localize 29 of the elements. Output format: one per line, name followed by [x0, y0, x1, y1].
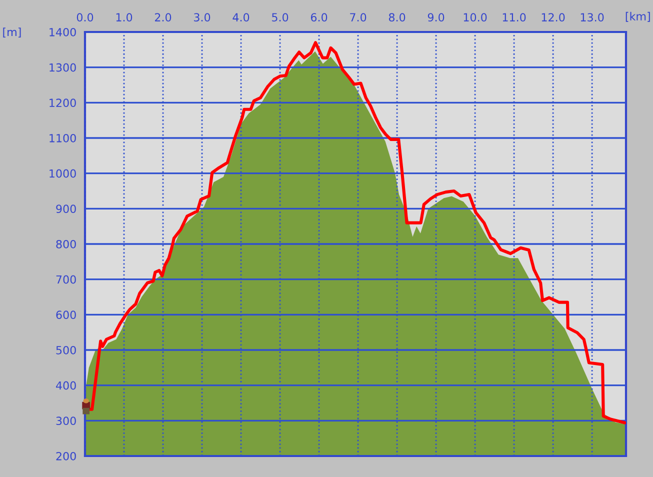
- y-tick-label: 1300: [50, 63, 76, 72]
- x-tick-label: 10.0: [464, 13, 487, 22]
- y-tick-label: 1200: [50, 98, 76, 108]
- x-tick-label: 2.0: [154, 13, 172, 22]
- x-tick-label: 6.0: [310, 13, 328, 22]
- y-tick-label: 200: [56, 452, 76, 460]
- y-tick-label: 900: [56, 204, 76, 214]
- x-tick-label: 8.0: [388, 13, 406, 22]
- x-tick-label: 12.0: [542, 13, 565, 22]
- y-tick-label: 700: [56, 275, 76, 284]
- x-tick-label: 7.0: [350, 13, 366, 22]
- y-tick-label: 800: [56, 240, 76, 248]
- x-tick-label: 5.0: [272, 13, 288, 22]
- y-tick-label: 1100: [50, 134, 76, 142]
- y-tick-label: 400: [56, 381, 76, 390]
- y-axis-title: [m]: [3, 28, 21, 38]
- x-tick-label: 0.0: [76, 13, 94, 22]
- x-tick-label: 3.0: [194, 13, 210, 22]
- y-tick-label: 1400: [50, 28, 76, 36]
- x-tick-label: 1.0: [116, 13, 132, 22]
- y-tick-label: 1000: [50, 169, 76, 178]
- y-tick-label: 500: [56, 346, 76, 354]
- x-tick-label: 13.0: [580, 13, 604, 22]
- x-axis-title: [km]: [626, 12, 650, 22]
- x-tick-label: 4.0: [232, 13, 250, 22]
- x-tick-label: 9.0: [428, 13, 444, 22]
- y-tick-label: 600: [56, 310, 76, 320]
- y-tick-label: 300: [56, 416, 76, 426]
- x-tick-label: 11.0: [502, 13, 526, 22]
